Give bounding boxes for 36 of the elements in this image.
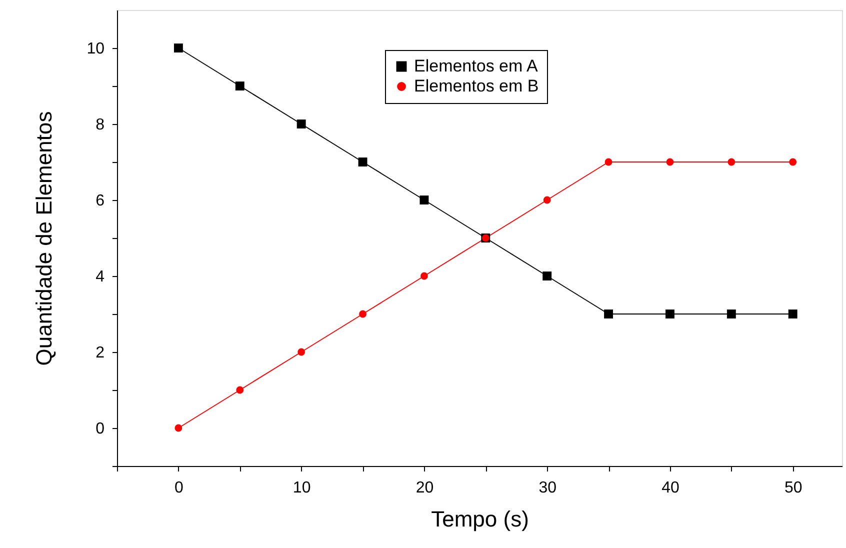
- x-axis-title: Tempo (s): [431, 506, 529, 532]
- point: [174, 44, 183, 52]
- point: [542, 272, 552, 280]
- legend-label: Elementos em B: [414, 76, 539, 96]
- y-axis-title: Quantidade de Elementos: [32, 111, 57, 366]
- y-tick-label: 4: [96, 268, 105, 286]
- point: [789, 158, 797, 166]
- point: [358, 158, 368, 166]
- point: [298, 348, 306, 356]
- point: [666, 158, 674, 166]
- point: [604, 310, 613, 318]
- point: [359, 310, 366, 318]
- legend-label: Elementos em A: [414, 56, 538, 76]
- point: [604, 158, 612, 166]
- x-tick-label: 40: [662, 480, 680, 496]
- x-tick-label: 30: [538, 480, 557, 496]
- x-tick-label: 50: [784, 480, 802, 496]
- point: [235, 82, 244, 90]
- y-tick-label: 6: [96, 192, 105, 210]
- point: [665, 310, 674, 318]
- point: [728, 158, 736, 166]
- point: [174, 424, 182, 432]
- x-tick-label: 20: [416, 480, 434, 496]
- point: [420, 272, 428, 280]
- x-tick-label: 10: [292, 480, 311, 496]
- point: [788, 310, 798, 318]
- point: [296, 120, 306, 128]
- point: [726, 310, 736, 318]
- point: [543, 196, 551, 204]
- y-tick-label: 0: [96, 420, 105, 438]
- point: [236, 386, 244, 394]
- x-tick-label: 0: [174, 480, 184, 496]
- point: [420, 196, 429, 204]
- y-tick-label: 2: [96, 344, 105, 362]
- y-tick-label: 8: [96, 116, 105, 134]
- y-tick-label: 10: [86, 40, 105, 58]
